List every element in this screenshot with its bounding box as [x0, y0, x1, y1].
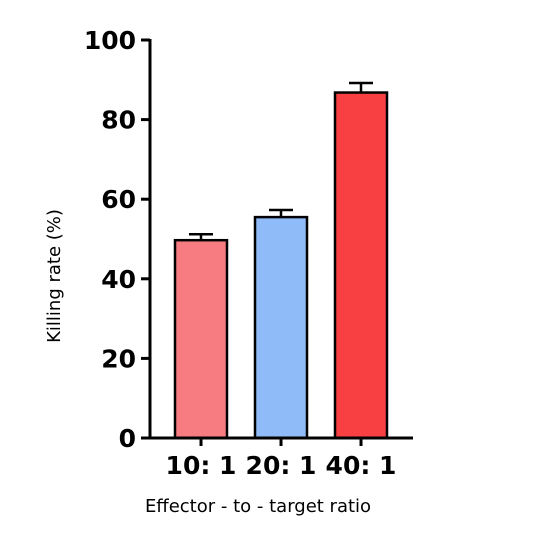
- bar: [173, 238, 229, 440]
- x-tick-label: 40: 1: [326, 451, 397, 480]
- bar: [253, 215, 309, 440]
- y-tick-label: 80: [101, 106, 136, 135]
- y-axis-title: Killing rate (%): [44, 209, 65, 343]
- x-axis-title: Effector - to - target ratio: [145, 496, 371, 517]
- y-tick-label: 20: [101, 344, 136, 373]
- bar: [333, 91, 389, 440]
- y-axis-ticks: 0 20 40 60 80 100: [84, 26, 150, 453]
- bars-layer: [173, 91, 389, 440]
- x-tick-label: 10: 1: [166, 451, 237, 480]
- error-bars-layer: [189, 81, 373, 241]
- y-tick-label: 60: [101, 185, 136, 214]
- y-tick-label: 40: [101, 265, 136, 294]
- x-axis-ticks: 10: 1 20: 1 40: 1: [166, 438, 397, 480]
- x-tick-label: 20: 1: [246, 451, 317, 480]
- y-tick-label: 0: [119, 424, 136, 453]
- y-tick-label: 100: [84, 26, 136, 55]
